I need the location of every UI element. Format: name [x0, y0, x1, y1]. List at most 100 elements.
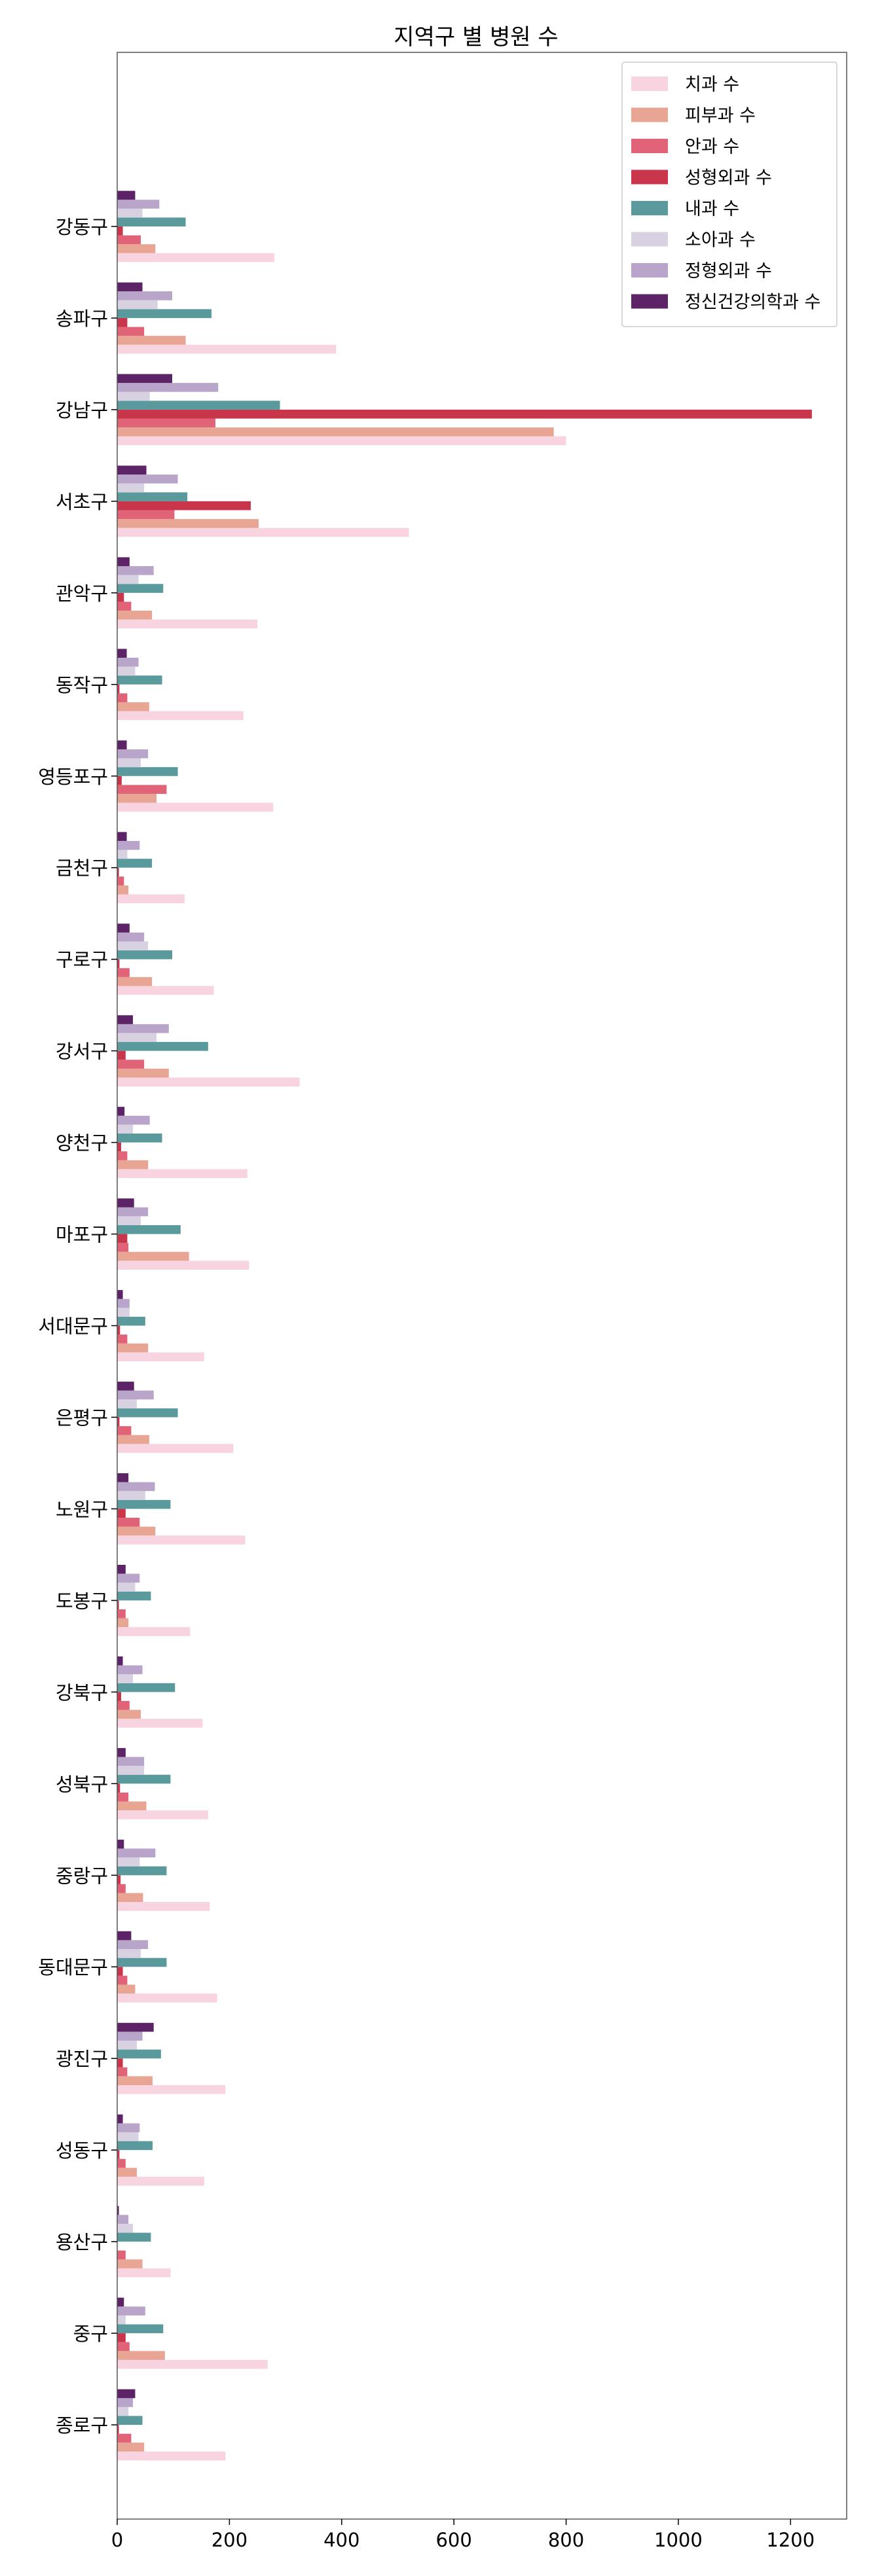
bar	[117, 2351, 165, 2360]
bar	[117, 1142, 121, 1152]
bar	[117, 235, 141, 245]
bar	[117, 436, 566, 446]
bar	[117, 1656, 123, 1666]
bar	[117, 2168, 137, 2177]
bar	[117, 427, 554, 437]
bar	[117, 802, 274, 812]
y-tick-label: 동작구	[56, 674, 108, 696]
bar	[117, 2031, 143, 2041]
y-tick-label: 성북구	[56, 1773, 108, 1795]
legend-label: 내과 수	[685, 199, 739, 219]
bar	[117, 2442, 145, 2452]
bar	[117, 2324, 164, 2334]
y-tick-label: 종로구	[56, 2414, 108, 2437]
y-tick-label: 서초구	[56, 491, 108, 513]
bar	[117, 327, 145, 336]
bar	[117, 1115, 150, 1125]
bar	[117, 1893, 143, 1903]
bar	[117, 2049, 161, 2059]
bar	[117, 1810, 208, 1819]
bar	[117, 1591, 151, 1601]
bar	[117, 885, 129, 895]
bar	[117, 867, 119, 877]
bar	[117, 2389, 136, 2399]
bar	[117, 1160, 149, 1170]
y-tick-label: 금천구	[56, 857, 108, 880]
y-tick-label: 성동구	[56, 2139, 108, 2162]
y-tick-label: 송파구	[56, 308, 108, 330]
bar	[117, 2022, 154, 2032]
y-tick-label: 중랑구	[56, 1865, 108, 1887]
bar	[117, 557, 130, 567]
legend-swatch	[631, 107, 668, 122]
bar	[117, 1902, 210, 1911]
legend-label: 치과 수	[685, 75, 739, 95]
bar	[117, 208, 143, 218]
bar	[117, 1692, 121, 1701]
bar	[117, 1198, 134, 1208]
bar	[117, 711, 244, 721]
x-tick-label: 400	[323, 2529, 359, 2551]
bar	[117, 1875, 121, 1884]
bar	[117, 1382, 134, 1391]
bar	[117, 2359, 268, 2369]
bar	[117, 941, 149, 951]
bar	[117, 1417, 120, 1427]
bar	[117, 1444, 234, 1453]
bar	[117, 2306, 145, 2316]
x-tick-label: 1200	[766, 2529, 815, 2551]
x-tick-label: 800	[548, 2529, 584, 2551]
bar	[117, 2259, 143, 2268]
bar	[117, 2451, 226, 2461]
bar	[117, 1042, 208, 1051]
y-tick-label: 강서구	[56, 1041, 108, 1063]
bar	[117, 1251, 189, 1261]
bar	[117, 619, 258, 629]
bar	[117, 1015, 133, 1024]
bar	[117, 601, 132, 611]
x-tick-label: 0	[111, 2529, 123, 2551]
bar	[117, 2342, 130, 2352]
bar	[117, 1609, 126, 1619]
bar	[117, 1077, 300, 1087]
bar	[117, 1866, 167, 1876]
y-tick-label: 서대문구	[38, 1315, 108, 1338]
legend-label: 성형외과 수	[685, 168, 772, 188]
bar	[117, 666, 136, 676]
bar	[117, 1390, 154, 1400]
bar	[117, 374, 172, 384]
bars-layer	[117, 190, 812, 2461]
bar	[117, 959, 120, 969]
bar	[117, 693, 128, 702]
y-tick-label: 은평구	[56, 1406, 108, 1429]
bar	[117, 740, 127, 749]
y-tick-label: 도봉구	[56, 1590, 108, 1612]
bar	[117, 2425, 119, 2434]
bar	[117, 1709, 141, 1719]
bar	[117, 309, 212, 318]
bar	[117, 2398, 133, 2407]
bar	[117, 1627, 191, 1636]
bar	[117, 702, 149, 711]
bar	[117, 391, 150, 401]
bar	[117, 1169, 248, 1178]
bar	[117, 1216, 141, 1225]
bar	[117, 2215, 129, 2224]
bar	[117, 200, 160, 209]
bar	[117, 2297, 124, 2307]
bar	[117, 1290, 123, 1299]
bar	[117, 1124, 133, 1134]
bar	[117, 1225, 181, 1234]
y-tick-label: 광진구	[56, 2048, 108, 2070]
bar	[117, 1665, 143, 1675]
bar	[117, 1024, 169, 1033]
bar	[117, 1060, 145, 1069]
bar	[117, 409, 812, 419]
bar	[117, 1499, 171, 1509]
bar	[117, 1535, 246, 1545]
bar	[117, 1107, 125, 1116]
bar	[117, 1774, 171, 1784]
y-tick-label: 중구	[73, 2323, 108, 2345]
bar	[117, 2132, 139, 2141]
bar	[117, 1343, 149, 1353]
